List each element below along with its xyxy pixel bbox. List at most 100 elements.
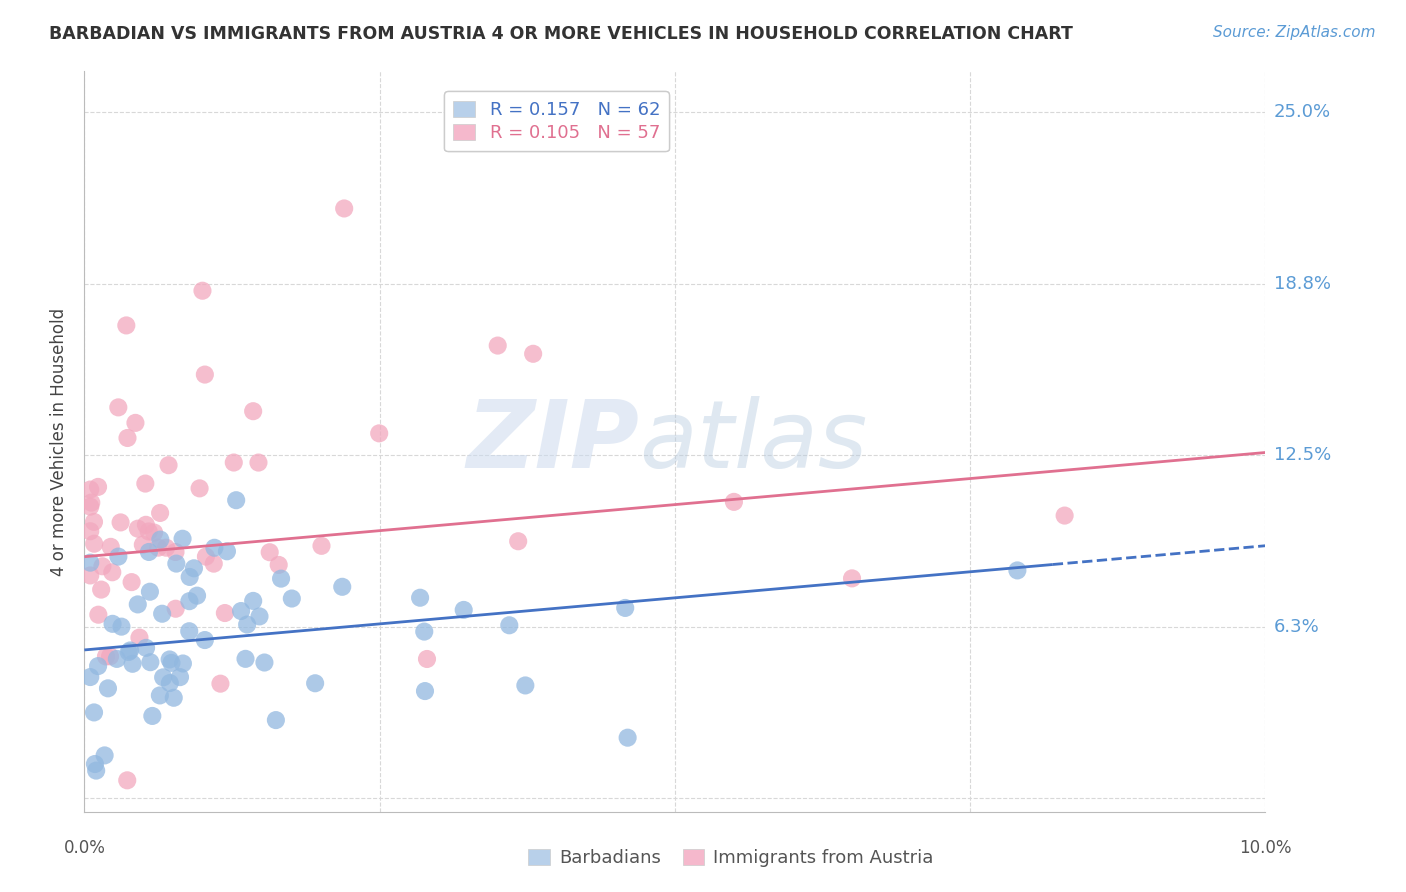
Point [115, 773, 138, 788]
Point [222, 456, 245, 470]
Point [186, 589, 208, 603]
Point [134, 476, 156, 491]
Point [118, 645, 141, 659]
Point [139, 584, 162, 599]
Point [84, 764, 107, 778]
Point [121, 575, 143, 590]
Point [84, 757, 107, 772]
Legend: R = 0.157   N = 62, R = 0.105   N = 57: R = 0.157 N = 62, R = 0.105 N = 57 [444, 92, 669, 152]
Point [194, 549, 217, 564]
Point [135, 640, 157, 655]
Point [152, 670, 174, 684]
Point [90, 582, 112, 597]
Point [83, 706, 105, 720]
Point [225, 493, 247, 508]
Point [179, 594, 201, 608]
Point [165, 545, 187, 559]
Point [204, 541, 226, 555]
Point [330, 580, 353, 594]
Point [149, 533, 172, 547]
Point [110, 620, 132, 634]
Point [249, 609, 271, 624]
Point [188, 481, 211, 495]
Point [191, 284, 214, 298]
Point [138, 545, 160, 559]
Text: ZIP: ZIP [467, 395, 640, 488]
Point [80, 495, 103, 509]
Point [107, 401, 129, 415]
Text: 18.8%: 18.8% [1274, 275, 1330, 293]
Point [143, 525, 166, 540]
Point [139, 655, 162, 669]
Point [117, 431, 139, 445]
Point [202, 557, 225, 571]
Point [127, 598, 149, 612]
Point [120, 643, 142, 657]
Point [614, 601, 637, 615]
Point [194, 368, 217, 382]
Point [242, 594, 264, 608]
Point [413, 624, 436, 639]
Point [409, 591, 432, 605]
Point [253, 656, 276, 670]
Point [105, 652, 128, 666]
Text: Source: ZipAtlas.com: Source: ZipAtlas.com [1212, 25, 1375, 40]
Point [304, 676, 326, 690]
Point [841, 571, 863, 585]
Point [172, 532, 194, 546]
Text: 6.3%: 6.3% [1274, 617, 1319, 636]
Point [209, 676, 232, 690]
Point [79, 524, 101, 539]
Point [79, 556, 101, 570]
Point [215, 544, 238, 558]
Point [160, 656, 183, 670]
Point [149, 689, 172, 703]
Point [83, 537, 105, 551]
Point [515, 678, 537, 692]
Text: 10.0%: 10.0% [1239, 839, 1292, 857]
Point [87, 480, 110, 494]
Legend: Barbadians, Immigrants from Austria: Barbadians, Immigrants from Austria [522, 841, 941, 874]
Point [267, 558, 290, 572]
Point [101, 566, 124, 580]
Point [159, 652, 181, 666]
Point [107, 549, 129, 564]
Point [97, 681, 120, 696]
Point [498, 618, 520, 632]
Point [98, 649, 121, 664]
Point [1007, 563, 1029, 577]
Point [235, 652, 257, 666]
Point [416, 652, 439, 666]
Text: 0.0%: 0.0% [63, 839, 105, 857]
Point [87, 607, 110, 622]
Point [150, 607, 173, 621]
Point [127, 522, 149, 536]
Point [110, 516, 132, 530]
Point [413, 684, 436, 698]
Text: atlas: atlas [640, 396, 868, 487]
Point [93, 748, 115, 763]
Point [242, 404, 264, 418]
Point [259, 545, 281, 559]
Point [149, 506, 172, 520]
Point [333, 202, 356, 216]
Point [179, 624, 201, 639]
Point [141, 709, 163, 723]
Point [179, 570, 201, 584]
Point [87, 659, 110, 673]
Point [79, 483, 101, 497]
Point [508, 534, 530, 549]
Point [264, 713, 287, 727]
Point [79, 568, 101, 582]
Point [124, 416, 146, 430]
Point [169, 670, 191, 684]
Point [128, 631, 150, 645]
Point [311, 539, 333, 553]
Point [368, 426, 391, 441]
Point [148, 541, 170, 555]
Point [132, 538, 155, 552]
Point [163, 690, 186, 705]
Point [94, 649, 117, 664]
Point [172, 657, 194, 671]
Point [79, 670, 101, 684]
